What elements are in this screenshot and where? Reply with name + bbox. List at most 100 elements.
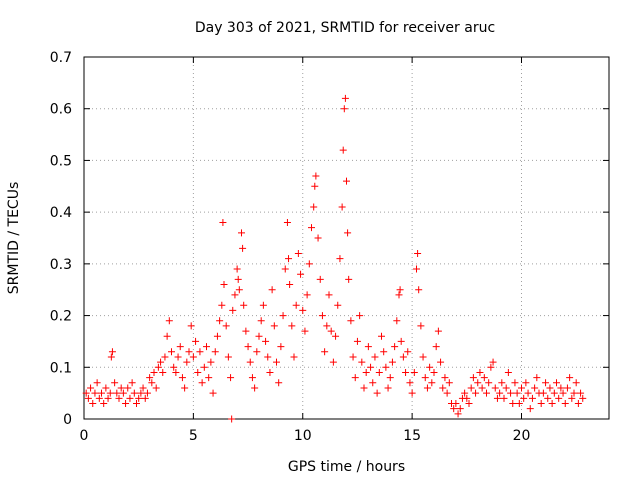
data-point bbox=[143, 389, 151, 397]
data-point bbox=[513, 389, 521, 397]
y-tick-label: 0.3 bbox=[50, 257, 72, 273]
data-point bbox=[178, 374, 186, 382]
data-point bbox=[231, 291, 239, 299]
data-point bbox=[292, 301, 300, 309]
data-point bbox=[507, 389, 515, 397]
data-point bbox=[410, 368, 418, 376]
tick-labels: 0 5 10 15 20 0 0.1 0.2 0.3 0.4 0.5 0.6 0.7 bbox=[50, 50, 531, 444]
data-point bbox=[334, 301, 342, 309]
data-point bbox=[255, 332, 263, 340]
data-point bbox=[493, 394, 501, 402]
data-point bbox=[244, 343, 252, 351]
data-point bbox=[310, 203, 318, 211]
data-point bbox=[351, 374, 359, 382]
data-point bbox=[577, 389, 585, 397]
data-point bbox=[406, 379, 414, 387]
data-point bbox=[279, 312, 287, 320]
data-point bbox=[347, 317, 355, 325]
data-points bbox=[82, 94, 587, 423]
data-point bbox=[496, 389, 504, 397]
data-point bbox=[472, 389, 480, 397]
data-point bbox=[423, 384, 431, 392]
data-point bbox=[369, 379, 377, 387]
data-point bbox=[341, 94, 349, 102]
data-point bbox=[87, 384, 95, 392]
data-point bbox=[511, 379, 519, 387]
data-point bbox=[489, 358, 497, 366]
data-point bbox=[318, 312, 326, 320]
data-point bbox=[344, 229, 352, 237]
data-point bbox=[273, 358, 280, 366]
data-point bbox=[327, 327, 335, 335]
data-point bbox=[100, 399, 108, 407]
data-point bbox=[95, 394, 103, 402]
data-point bbox=[157, 358, 165, 366]
data-point bbox=[415, 286, 423, 294]
data-point bbox=[165, 317, 173, 325]
data-point bbox=[419, 353, 427, 361]
data-point bbox=[382, 363, 390, 371]
data-point bbox=[239, 244, 247, 252]
data-point bbox=[107, 353, 115, 361]
data-point bbox=[150, 368, 158, 376]
x-tick-label: 0 bbox=[80, 428, 89, 444]
data-point bbox=[152, 384, 160, 392]
data-point bbox=[450, 405, 458, 413]
data-point bbox=[224, 353, 232, 361]
data-point bbox=[367, 363, 375, 371]
data-point bbox=[509, 399, 517, 407]
data-point bbox=[364, 343, 372, 351]
data-point bbox=[200, 363, 208, 371]
data-point bbox=[242, 327, 250, 335]
data-point bbox=[84, 394, 92, 402]
data-point bbox=[312, 172, 320, 180]
data-point bbox=[555, 394, 563, 402]
data-point bbox=[172, 368, 180, 376]
data-point bbox=[546, 384, 554, 392]
data-point bbox=[461, 389, 469, 397]
axis-ticks bbox=[83, 56, 609, 420]
data-point bbox=[421, 374, 429, 382]
data-point bbox=[474, 379, 482, 387]
data-point bbox=[176, 343, 184, 351]
data-point bbox=[441, 374, 449, 382]
data-point bbox=[135, 394, 143, 402]
data-point bbox=[375, 368, 383, 376]
data-point bbox=[259, 301, 267, 309]
data-point bbox=[426, 363, 434, 371]
data-point bbox=[478, 384, 486, 392]
data-point bbox=[264, 353, 272, 361]
y-tick-label: 0.2 bbox=[50, 309, 72, 325]
data-point bbox=[316, 275, 324, 283]
data-point bbox=[108, 348, 116, 356]
data-point bbox=[203, 343, 210, 351]
data-point bbox=[183, 358, 191, 366]
data-point bbox=[227, 374, 235, 382]
data-point bbox=[572, 379, 580, 387]
y-tick-label: 0.6 bbox=[50, 102, 72, 118]
data-point bbox=[454, 410, 462, 418]
data-point bbox=[185, 348, 193, 356]
data-point bbox=[349, 353, 357, 361]
data-point bbox=[432, 343, 440, 351]
x-tick-label: 5 bbox=[189, 428, 198, 444]
y-tick-label: 0.5 bbox=[50, 153, 72, 169]
x-tick-label: 15 bbox=[403, 428, 421, 444]
data-point bbox=[275, 379, 283, 387]
chart-title: Day 303 of 2021, SRMTID for receiver aru… bbox=[195, 20, 495, 36]
data-point bbox=[428, 379, 436, 387]
data-point bbox=[380, 348, 388, 356]
data-point bbox=[393, 317, 401, 325]
data-point bbox=[386, 374, 394, 382]
data-point bbox=[216, 317, 224, 325]
data-point bbox=[207, 358, 215, 366]
data-point bbox=[246, 358, 254, 366]
y-tick-label: 0.7 bbox=[50, 50, 72, 66]
data-point bbox=[522, 379, 530, 387]
data-point bbox=[137, 389, 145, 397]
data-point bbox=[209, 389, 217, 397]
data-point bbox=[194, 368, 202, 376]
data-point bbox=[467, 384, 475, 392]
data-point bbox=[89, 399, 97, 407]
